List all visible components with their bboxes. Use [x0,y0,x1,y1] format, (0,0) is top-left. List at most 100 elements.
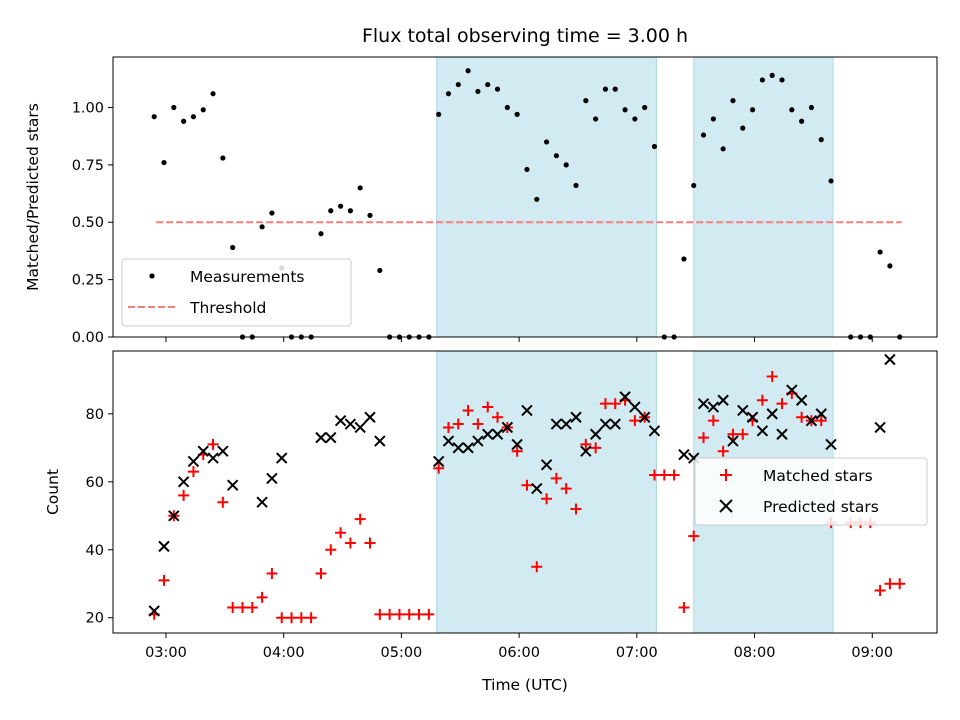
matched-star-point-9 [236,602,248,614]
matched-star-point-64 [776,398,788,410]
measurement-point-49 [632,116,638,122]
predicted-star-point-5 [197,445,209,457]
measurement-point-54 [681,256,687,262]
measurement-point-51 [651,143,658,150]
bottom-y-tick-label-0: 20 [86,611,104,627]
measurement-point-39 [534,196,540,202]
matched-star-point-25 [393,608,405,620]
bottom-legend: Matched stars Predicted stars [694,457,928,526]
matched-star-point-58 [717,445,729,457]
measurement-point-30 [445,91,452,97]
bottom-y-tick-label-2: 60 [86,475,104,491]
matched-star-point-27 [413,608,425,620]
matched-star-point-53 [668,469,680,481]
matched-star-point-74 [884,578,896,590]
matched-star-point-41 [550,472,562,484]
matched-star-point-19 [335,527,347,539]
matched-star-point-46 [599,398,611,410]
predicted-star-point-11 [276,452,288,464]
measurement-point-47 [612,86,618,92]
measurement-point-19 [337,203,344,209]
predicted-star-point-56 [815,408,827,420]
bottom-x-tick-label-4: 07:00 [616,645,658,661]
measurement-point-38 [524,166,530,173]
matched-star-point-45 [590,442,602,454]
measurement-point-3 [181,118,187,124]
measurement-point-55 [691,182,697,189]
legend-matched-marker [720,469,732,481]
matched-star-point-26 [403,608,415,620]
predicted-star-point-24 [482,428,494,440]
measurement-point-35 [494,86,501,92]
matched-star-point-18 [325,544,337,556]
top-shade-interval-1 [693,56,834,338]
top-chart-title: Flux total observing time = 3.00 h [362,25,688,47]
predicted-star-point-44 [697,397,710,410]
bottom-x-ticks: 03:00 04:00 05:00 06:00 07:00 08:00 09:00 [145,633,893,661]
measurement-point-40 [543,139,550,145]
matched-star-point-43 [570,503,582,515]
measurement-point-65 [789,107,795,113]
measurement-point-66 [799,118,805,124]
matched-star-point-3 [178,489,190,501]
matched-star-point-68 [815,415,827,427]
matched-star-point-32 [462,404,474,416]
measurement-point-48 [622,107,628,113]
predicted-star-point-30 [540,459,553,471]
measurement-point-17 [318,231,324,237]
predicted-star-point-22 [462,442,474,454]
predicted-star-markers [148,353,896,617]
top-panel: 0.00 0.25 0.50 0.75 1.00 Matched/Predicted s… [24,56,938,346]
predicted-star-point-10 [266,472,278,485]
matched-star-point-33 [472,418,484,430]
measurement-point-63 [769,72,775,78]
predicted-star-point-48 [737,404,749,417]
matched-star-point-66 [796,411,808,423]
top-legend-box [121,258,352,327]
measurement-point-42 [563,162,569,168]
matched-star-point-54 [678,602,690,614]
predicted-star-point-33 [570,411,582,423]
measurement-point-22 [367,212,373,218]
measurement-point-0 [151,114,157,120]
matched-star-point-30 [442,421,454,433]
measurement-point-29 [436,111,442,117]
matched-star-point-44 [580,438,592,450]
measurement-point-62 [759,77,765,83]
measurement-point-45 [593,116,599,122]
matched-star-markers [148,370,906,624]
legend-measurement-marker [149,273,155,279]
top-plot-frame [112,56,938,338]
predicted-star-point-16 [354,421,366,434]
matched-star-point-16 [305,612,317,624]
matched-star-point-14 [286,612,298,624]
legend-predicted-label: Predicted stars [763,498,879,516]
matched-star-point-62 [756,394,768,406]
predicted-star-point-1 [158,540,170,553]
predicted-star-point-28 [521,404,533,417]
measurement-point-74 [887,263,893,269]
x-axis-label: Time (UTC) [481,676,568,694]
matched-star-point-75 [894,578,906,590]
measurement-point-41 [553,153,559,159]
matched-star-point-57 [707,415,719,427]
bottom-y-ticks: 20 40 60 80 [86,407,113,627]
predicted-star-point-2 [168,510,180,522]
bottom-x-tick-label-2: 05:00 [381,645,423,661]
measurement-point-60 [740,125,746,131]
legend-predicted-marker [719,499,733,513]
matched-star-point-4 [187,466,199,478]
predicted-star-point-51 [766,408,778,420]
matched-star-point-39 [531,561,543,573]
matched-star-point-60 [737,428,749,440]
measurement-point-2 [171,104,177,111]
measurement-point-68 [818,137,824,143]
matched-star-point-37 [511,445,523,457]
predicted-star-point-0 [148,605,160,617]
predicted-star-point-41 [648,425,661,437]
predicted-star-point-13 [325,431,337,444]
measurement-point-18 [328,208,334,214]
matched-star-point-52 [658,469,670,481]
predicted-star-point-17 [364,411,376,423]
measurement-point-6 [210,91,216,97]
